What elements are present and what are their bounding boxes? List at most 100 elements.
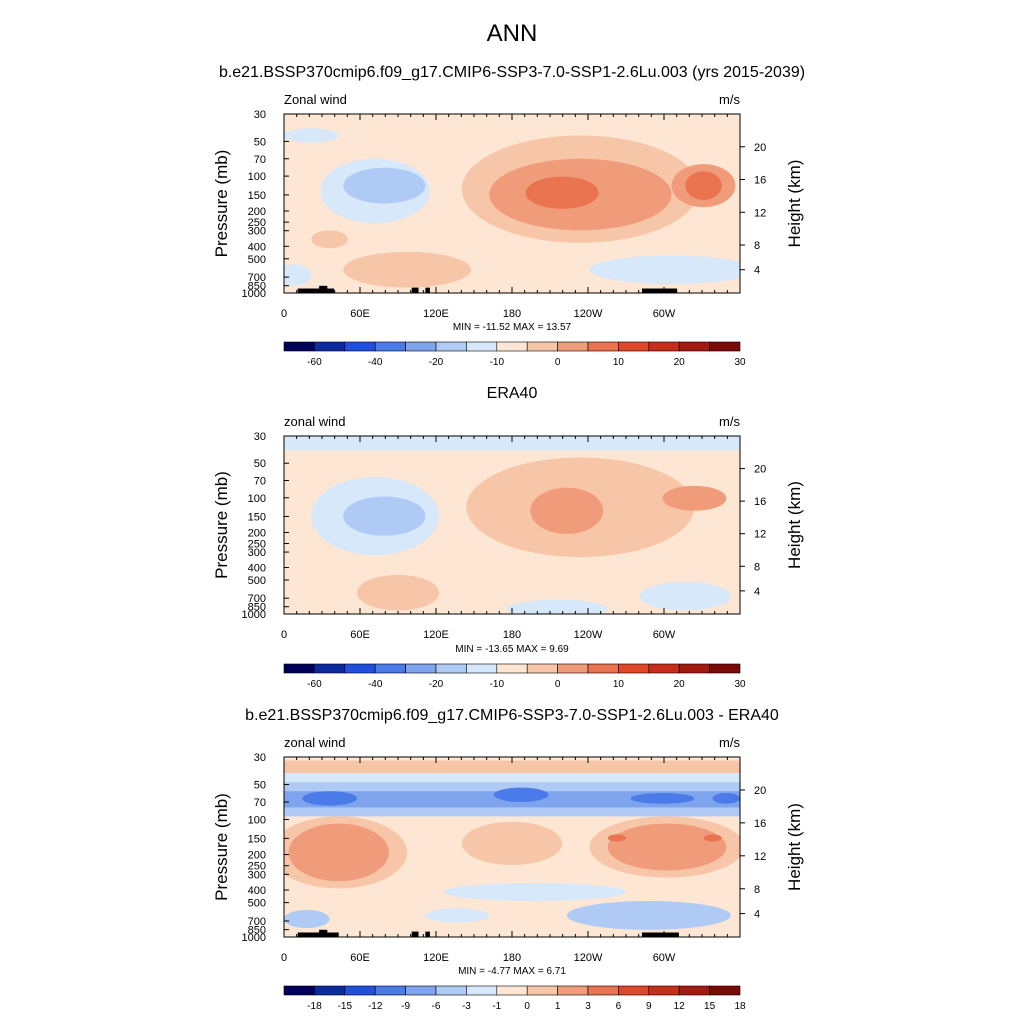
colorbar-label: -40 [368,679,383,690]
contour-region [639,581,731,611]
colorbar-box [618,341,650,352]
y-tick-label: 50 [254,136,266,148]
colorbar-box [405,985,437,996]
y-tick-label: 70 [254,154,266,166]
y-tick-label: 850 [248,281,266,293]
y-tick-label: 850 [248,602,266,614]
height-tick-label: 8 [754,561,760,573]
y-tick-label: 1000 [242,288,266,300]
colorbar-label: 0 [524,1001,530,1012]
y-tick-label: 700 [248,916,266,928]
colorbar-label: 0 [555,357,561,368]
min-max-stats: MIN = -13.65 MAX = 9.69 [455,644,569,655]
colorbar-label: -10 [490,679,505,690]
colorbar-box [557,985,589,996]
x-tick-label: 180 [503,952,521,964]
contour-region [284,760,740,774]
colorbar-box [618,663,650,674]
y-tick-label: 200 [248,206,266,218]
colorbar-box [587,663,619,674]
colorbar-label: -12 [368,1001,383,1012]
contour-region [284,264,312,286]
y-tick-label: 300 [248,226,266,238]
units-label: m/s [719,92,740,107]
colorbar-label: 30 [734,679,746,690]
colorbar-box [435,341,467,352]
contour-region [566,901,731,930]
colorbar-box [678,341,710,352]
topography [425,931,430,937]
contour-region [288,823,389,882]
colorbar-box [466,985,498,996]
y-tick-label: 200 [248,850,266,862]
colorbar-box [709,985,741,996]
height-tick-label: 8 [754,240,760,252]
y-tick-label: 1000 [242,609,266,621]
y-tick-label: 700 [248,593,266,605]
y-tick-label: 400 [248,885,266,897]
contour-region [712,793,740,804]
contour-fill [284,757,740,937]
units-label: m/s [719,414,740,429]
contour-region [461,821,563,866]
x-tick-label: 60E [350,629,370,641]
variable-label: zonal wind [284,735,345,750]
colorbar-box [648,663,680,674]
contour-region [607,834,626,842]
height-tick-label: 12 [754,851,766,863]
height-axis-label: Height (km) [785,481,804,569]
height-tick-label: 20 [754,142,766,154]
colorbar-label: -20 [429,357,444,368]
x-tick-label: 60W [653,952,676,964]
y-tick-label: 30 [254,109,266,121]
height-tick-label: 4 [754,909,760,921]
height-tick-label: 16 [754,175,766,187]
colorbar-box [709,663,741,674]
contour-region [425,908,490,923]
colorbar-label: -3 [462,1001,471,1012]
x-tick-label: 60W [653,308,676,320]
colorbar-box [283,985,315,996]
colorbar-box [314,663,346,674]
height-tick-label: 16 [754,818,766,830]
colorbar-box [526,663,558,674]
colorbar-box [587,985,619,996]
contour-region [311,230,348,249]
colorbar-label: -10 [490,357,505,368]
colorbar-box [344,663,376,674]
x-tick-label: 180 [503,629,521,641]
y-tick-label: 100 [248,493,266,505]
y-tick-label: 250 [248,861,266,873]
colorbar-label: 15 [704,1001,716,1012]
colorbar-box [405,663,437,674]
x-tick-label: 60W [653,629,676,641]
colorbar-box [526,985,558,996]
colorbar-box [466,663,498,674]
colorbar-label: 3 [585,1001,591,1012]
variable-label: Zonal wind [284,92,347,107]
y-tick-label: 70 [254,797,266,809]
colorbar-label: 9 [646,1001,652,1012]
y-tick-label: 150 [248,511,266,523]
contour-fill [284,436,740,614]
y-tick-label: 30 [254,752,266,764]
colorbar-label: -9 [401,1001,410,1012]
colorbar-box [648,985,680,996]
colorbar-box [405,341,437,352]
topography [297,932,339,937]
y-tick-label: 250 [248,539,266,551]
min-max-stats: MIN = -4.77 MAX = 6.71 [458,966,566,977]
x-tick-label: 120W [574,308,603,320]
colorbar-label: -1 [492,1001,501,1012]
y-axis-label: Pressure (mb) [212,793,231,901]
height-tick-label: 4 [754,586,760,598]
y-tick-label: 850 [248,925,266,937]
x-tick-label: 120E [423,952,449,964]
colorbar-box [344,341,376,352]
colorbar-box [618,985,650,996]
y-tick-label: 1000 [242,932,266,944]
contour-region [343,167,426,204]
colorbar-box [557,663,589,674]
colorbar-label: 30 [734,357,746,368]
colorbar-label: 12 [674,1001,686,1012]
